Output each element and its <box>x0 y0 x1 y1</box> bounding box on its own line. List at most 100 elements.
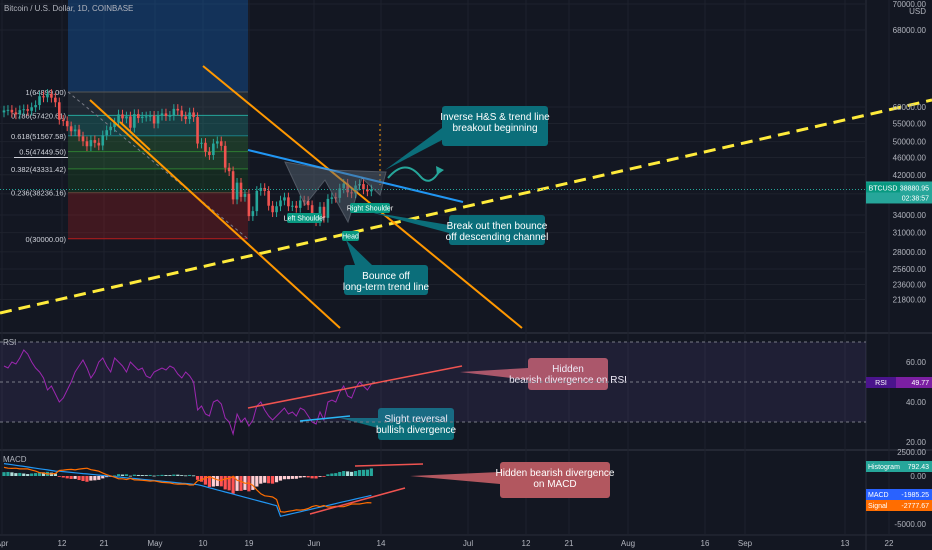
candle-body[interactable] <box>255 190 259 212</box>
candle-body[interactable] <box>101 135 105 146</box>
candle-body[interactable] <box>46 93 49 98</box>
candle-body[interactable] <box>164 113 168 117</box>
candle-body[interactable] <box>235 182 239 200</box>
callout-breakout[interactable] <box>442 106 548 146</box>
candle-body[interactable] <box>133 114 136 128</box>
candle-body[interactable] <box>346 183 349 193</box>
candle-body[interactable] <box>2 110 6 113</box>
candle-body[interactable] <box>160 113 164 116</box>
candle-body[interactable] <box>338 188 342 198</box>
candle-body[interactable] <box>77 129 81 137</box>
candle-body[interactable] <box>121 114 124 119</box>
descending-channel-lower[interactable] <box>89 99 341 329</box>
candle-body[interactable] <box>243 193 247 197</box>
inverse-head-shoulders-pattern[interactable] <box>284 161 387 224</box>
macd-title[interactable]: MACD <box>3 455 27 464</box>
candle-body[interactable] <box>50 93 53 98</box>
neckline[interactable] <box>247 149 464 203</box>
candle-body[interactable] <box>208 151 211 156</box>
signal-line[interactable] <box>3 466 372 513</box>
candle-body[interactable] <box>172 108 176 116</box>
candle-body[interactable] <box>105 130 108 136</box>
candle-body[interactable] <box>271 205 274 213</box>
candle-body[interactable] <box>168 115 172 117</box>
long-term-trend-line[interactable] <box>0 98 932 315</box>
candle-body[interactable] <box>247 193 251 217</box>
candle-body[interactable] <box>144 116 148 118</box>
candle-body[interactable] <box>140 116 144 119</box>
candle-body[interactable] <box>231 171 235 200</box>
candle-body[interactable] <box>216 141 219 144</box>
candle-body[interactable] <box>366 189 369 192</box>
candle-body[interactable] <box>73 129 77 132</box>
candle-body[interactable] <box>259 187 263 191</box>
symbol-title[interactable]: Bitcoin / U.S. Dollar, 1D, COINBASE <box>4 4 133 13</box>
candle-body[interactable] <box>196 117 199 144</box>
candle-body[interactable] <box>326 198 330 218</box>
descending-channel-upper[interactable] <box>202 65 523 329</box>
callout-macd-bearish[interactable] <box>500 462 610 498</box>
candle-body[interactable] <box>192 112 195 118</box>
candle-body[interactable] <box>117 114 120 123</box>
candle-body[interactable] <box>38 96 41 106</box>
candle-body[interactable] <box>354 185 357 194</box>
rsi-title[interactable]: RSI <box>3 338 16 347</box>
candle-body[interactable] <box>188 112 191 120</box>
candle-body[interactable] <box>69 126 73 132</box>
candle-body[interactable] <box>204 142 207 152</box>
candle-body[interactable] <box>362 184 365 190</box>
price-axis-bg[interactable] <box>866 0 932 550</box>
candle-body[interactable] <box>97 142 101 146</box>
candle-body[interactable] <box>291 205 294 207</box>
callout-trend-bounce[interactable] <box>344 265 428 295</box>
candle-body[interactable] <box>42 96 45 98</box>
candle-body[interactable] <box>61 119 65 122</box>
candle-body[interactable] <box>113 122 116 127</box>
candle-body[interactable] <box>180 110 184 117</box>
candle-body[interactable] <box>275 206 278 213</box>
candle-body[interactable] <box>334 197 338 199</box>
candle-body[interactable] <box>350 192 353 194</box>
candle-body[interactable] <box>322 206 326 218</box>
rsi-bullish-divergence-line[interactable] <box>299 415 351 422</box>
candle-body[interactable] <box>330 197 334 199</box>
candle-body[interactable] <box>306 200 310 206</box>
candle-body[interactable] <box>89 140 93 147</box>
candle-body[interactable] <box>295 205 298 208</box>
candle-body[interactable] <box>85 141 89 147</box>
candle-body[interactable] <box>109 126 112 131</box>
candle-body[interactable] <box>283 197 286 201</box>
candle-body[interactable] <box>370 189 373 192</box>
candle-body[interactable] <box>125 116 128 119</box>
candle-body[interactable] <box>93 140 97 143</box>
candle-body[interactable] <box>14 112 18 115</box>
macd-line[interactable] <box>3 463 372 518</box>
candle-body[interactable] <box>176 108 180 111</box>
candle-body[interactable] <box>279 200 282 207</box>
rsi-bearish-divergence-line[interactable] <box>247 365 463 409</box>
candle-body[interactable] <box>22 109 26 111</box>
candle-body[interactable] <box>223 145 227 168</box>
candle-body[interactable] <box>184 116 187 120</box>
candle-body[interactable] <box>212 143 215 156</box>
candle-body[interactable] <box>54 97 57 103</box>
candle-body[interactable] <box>310 205 314 218</box>
histogram-divergence-line[interactable] <box>354 463 424 467</box>
candle-body[interactable] <box>34 105 37 108</box>
candle-body[interactable] <box>137 114 140 119</box>
candle-body[interactable] <box>65 121 69 127</box>
candle-body[interactable] <box>152 115 156 124</box>
candle-body[interactable] <box>148 115 152 117</box>
macd-divergence-line[interactable] <box>309 487 406 515</box>
candle-body[interactable] <box>156 115 160 124</box>
candle-body[interactable] <box>298 200 302 208</box>
candle-body[interactable] <box>30 107 33 111</box>
candle-body[interactable] <box>10 109 14 113</box>
candle-body[interactable] <box>6 109 10 111</box>
candle-body[interactable] <box>81 136 85 142</box>
candle-body[interactable] <box>129 116 132 128</box>
candle-body[interactable] <box>342 183 345 189</box>
callout-channel-bounce[interactable] <box>449 215 545 245</box>
candle-body[interactable] <box>251 211 255 217</box>
